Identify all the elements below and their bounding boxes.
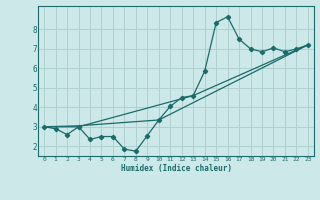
- X-axis label: Humidex (Indice chaleur): Humidex (Indice chaleur): [121, 164, 231, 173]
